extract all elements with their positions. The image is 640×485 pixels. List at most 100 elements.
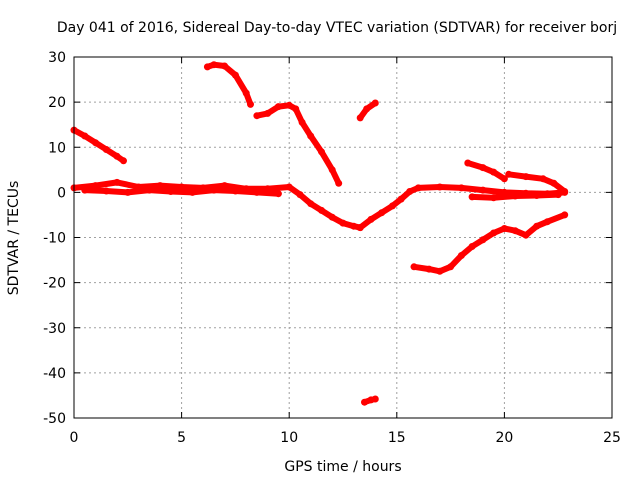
- data-point: [339, 219, 347, 227]
- data-point: [307, 132, 315, 140]
- y-tick-label: -20: [43, 276, 66, 292]
- data-point: [188, 188, 196, 196]
- data-point: [318, 206, 325, 214]
- x-tick-label: 15: [388, 430, 406, 446]
- x-tick-label: 0: [70, 430, 79, 446]
- data-point: [318, 148, 325, 156]
- y-tick-label: 30: [48, 50, 66, 66]
- data-point: [231, 71, 239, 79]
- data-point: [561, 211, 569, 219]
- data-point: [511, 192, 519, 200]
- data-point: [539, 175, 547, 183]
- grid-lines: [74, 57, 612, 418]
- data-point: [328, 213, 336, 221]
- x-tick-labels: 0 5 10 15 20 25: [70, 430, 621, 446]
- data-point: [511, 227, 519, 235]
- y-tick-label: -50: [43, 411, 66, 427]
- x-tick-label: 20: [495, 430, 513, 446]
- data-point: [231, 187, 239, 195]
- chart-title: Day 041 of 2016, Sidereal Day-to-day VTE…: [57, 20, 617, 36]
- data-point: [247, 100, 254, 108]
- data-point: [500, 225, 508, 232]
- data-point: [436, 267, 444, 275]
- data-point: [307, 200, 315, 208]
- data-point: [285, 183, 293, 191]
- data-point: [113, 152, 121, 160]
- y-tick-label: 20: [48, 95, 66, 111]
- data-point: [522, 231, 530, 239]
- data-point: [490, 229, 498, 237]
- data-point: [285, 101, 293, 109]
- data-point: [550, 179, 558, 187]
- data-point: [554, 191, 562, 199]
- data-point: [378, 209, 386, 217]
- data-point: [468, 243, 476, 250]
- series-arc-8-12h-decline: [253, 102, 342, 187]
- data-point: [457, 252, 465, 259]
- data-point: [479, 236, 487, 244]
- data-point: [367, 215, 375, 223]
- series-arc-6-8h-high: [204, 61, 254, 108]
- data-point: [371, 99, 379, 107]
- data-point: [328, 166, 336, 174]
- data-point: [92, 182, 99, 190]
- data-point: [361, 398, 368, 406]
- data-point: [505, 170, 513, 178]
- data-point: [490, 168, 498, 176]
- data-point: [406, 188, 414, 195]
- data-point: [178, 183, 186, 191]
- data-point: [410, 263, 418, 271]
- axis-ticks: [73, 56, 613, 419]
- data-point: [389, 202, 396, 210]
- data-point: [436, 183, 444, 191]
- data-point: [156, 182, 164, 190]
- data-point: [221, 62, 229, 70]
- series-arc-main-lower-band: [81, 187, 282, 197]
- data-point: [81, 132, 89, 140]
- data-point: [242, 89, 250, 97]
- y-tick-labels: -50 -40 -30 -20 -10 0 10 20 30: [43, 50, 66, 427]
- data-point: [479, 164, 487, 172]
- data-point: [479, 186, 487, 194]
- data-point: [210, 186, 218, 194]
- data-point: [533, 192, 541, 199]
- data-series: [70, 61, 569, 406]
- data-point: [533, 222, 541, 230]
- y-axis-label: SDTVAR / TECUs: [6, 181, 22, 296]
- data-point: [167, 188, 175, 195]
- data-point: [425, 265, 433, 273]
- data-point: [490, 194, 498, 202]
- data-point: [298, 118, 306, 126]
- data-point: [102, 187, 110, 195]
- data-point: [296, 191, 304, 199]
- y-tick-label: 0: [57, 185, 66, 201]
- data-point: [253, 112, 261, 120]
- data-point: [350, 222, 358, 230]
- y-tick-label: -40: [43, 366, 66, 382]
- data-point: [543, 218, 551, 226]
- data-point: [102, 146, 110, 153]
- data-point: [124, 188, 132, 196]
- y-tick-label: -10: [43, 231, 66, 247]
- data-point: [92, 139, 99, 147]
- data-point: [464, 159, 472, 167]
- data-point: [145, 186, 153, 194]
- data-point: [356, 224, 364, 232]
- data-point: [81, 186, 89, 194]
- data-point: [264, 109, 272, 117]
- data-point: [363, 105, 371, 113]
- x-tick-label: 25: [603, 430, 621, 446]
- x-axis-label: GPS time / hours: [284, 459, 401, 475]
- data-point: [447, 263, 455, 271]
- data-point: [457, 184, 465, 192]
- data-point: [253, 188, 261, 196]
- data-point: [414, 184, 422, 192]
- data-point: [274, 103, 282, 111]
- data-point: [522, 173, 530, 181]
- data-point: [500, 175, 508, 183]
- data-point: [274, 190, 282, 198]
- data-point: [397, 195, 405, 203]
- x-tick-label: 5: [177, 430, 186, 446]
- data-point: [292, 105, 300, 113]
